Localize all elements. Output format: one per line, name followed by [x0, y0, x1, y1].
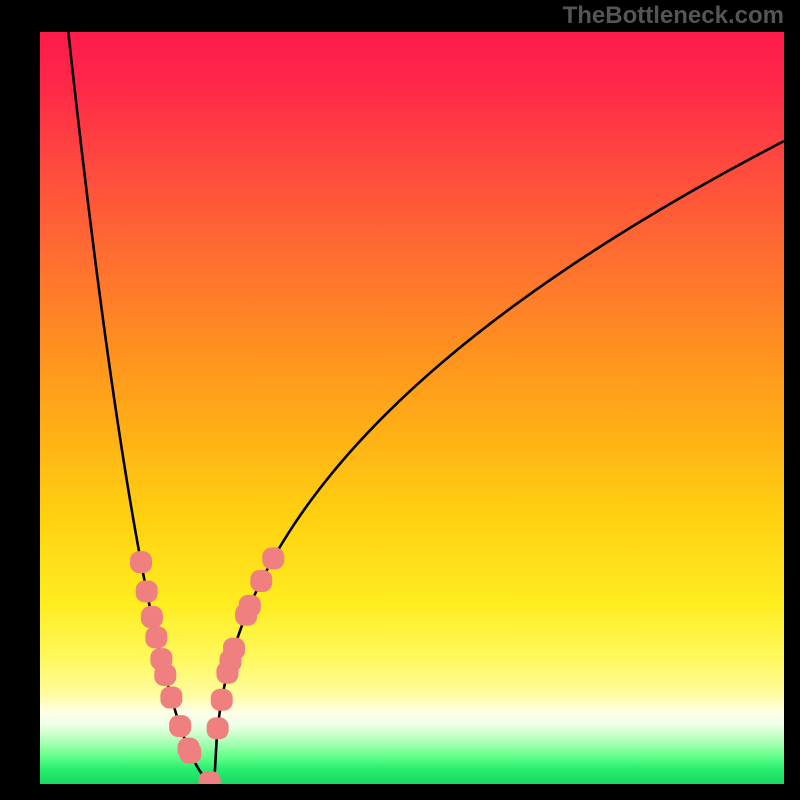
marker-right-1 [250, 570, 272, 592]
marker-bottom-0 [179, 742, 201, 764]
marker-left-7 [169, 715, 191, 737]
plot-area [40, 32, 784, 784]
marker-right-6 [207, 717, 229, 739]
marker-bottom-2 [219, 650, 241, 672]
chart-frame: TheBottleneck.com [0, 0, 800, 800]
marker-left-0 [130, 551, 152, 573]
marker-right-0 [262, 547, 284, 569]
marker-left-3 [145, 626, 167, 648]
marker-left-2 [141, 606, 163, 628]
marker-left-5 [154, 664, 176, 686]
marker-left-1 [136, 580, 158, 602]
marker-left-6 [160, 687, 182, 709]
watermark-label: TheBottleneck.com [563, 2, 784, 30]
bottleneck-curve-layer [40, 32, 784, 784]
marker-bottom-3 [239, 595, 261, 617]
marker-right-5 [211, 689, 233, 711]
